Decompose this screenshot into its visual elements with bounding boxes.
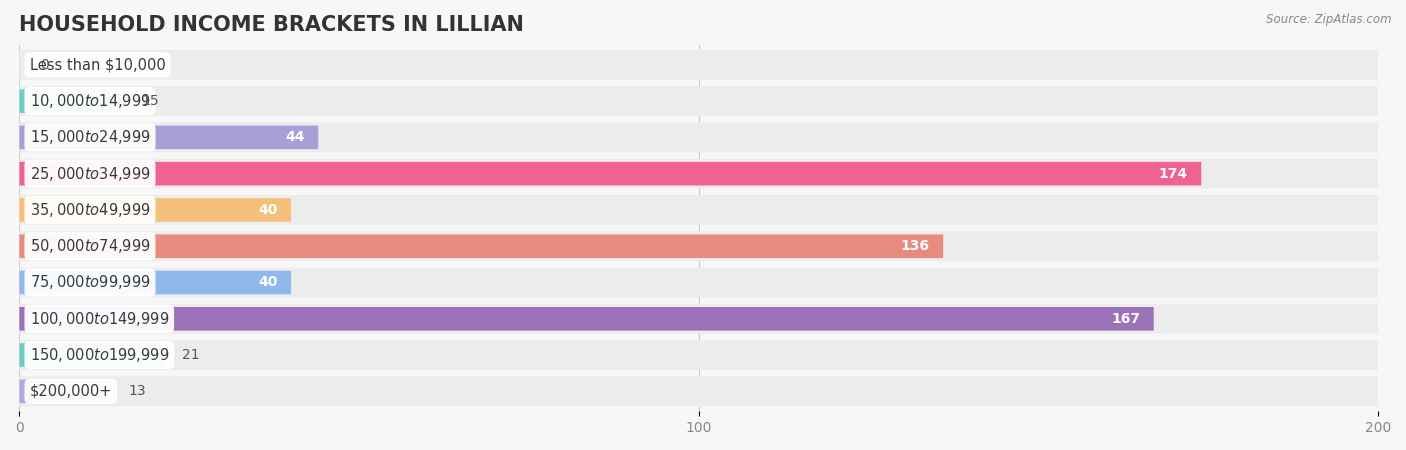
FancyBboxPatch shape [20,86,1378,116]
Text: 40: 40 [259,203,277,217]
FancyBboxPatch shape [20,162,1201,185]
Text: 167: 167 [1111,312,1140,326]
Text: 0: 0 [39,58,48,72]
FancyBboxPatch shape [20,379,108,403]
Text: $25,000 to $34,999: $25,000 to $34,999 [30,165,150,183]
FancyBboxPatch shape [20,268,1378,297]
Text: 21: 21 [183,348,200,362]
Text: $15,000 to $24,999: $15,000 to $24,999 [30,128,150,146]
FancyBboxPatch shape [20,231,1378,261]
Text: $75,000 to $99,999: $75,000 to $99,999 [30,274,150,292]
Text: Less than $10,000: Less than $10,000 [30,57,166,72]
FancyBboxPatch shape [20,234,943,258]
Text: 174: 174 [1159,166,1188,180]
Text: HOUSEHOLD INCOME BRACKETS IN LILLIAN: HOUSEHOLD INCOME BRACKETS IN LILLIAN [20,15,524,35]
FancyBboxPatch shape [20,122,1378,152]
FancyBboxPatch shape [20,307,1154,331]
FancyBboxPatch shape [20,195,1378,225]
Text: 15: 15 [142,94,159,108]
Text: $200,000+: $200,000+ [30,384,112,399]
Text: 13: 13 [128,384,146,398]
FancyBboxPatch shape [20,90,121,113]
Text: Source: ZipAtlas.com: Source: ZipAtlas.com [1267,14,1392,27]
FancyBboxPatch shape [20,271,291,294]
Text: $35,000 to $49,999: $35,000 to $49,999 [30,201,150,219]
FancyBboxPatch shape [20,304,1378,333]
Text: $100,000 to $149,999: $100,000 to $149,999 [30,310,169,328]
FancyBboxPatch shape [20,340,1378,370]
Text: $10,000 to $14,999: $10,000 to $14,999 [30,92,150,110]
FancyBboxPatch shape [20,377,1378,406]
Text: $150,000 to $199,999: $150,000 to $199,999 [30,346,169,364]
FancyBboxPatch shape [20,343,162,367]
Text: 136: 136 [901,239,929,253]
Text: 40: 40 [259,275,277,289]
FancyBboxPatch shape [20,126,318,149]
FancyBboxPatch shape [20,159,1378,189]
FancyBboxPatch shape [20,50,1378,80]
Text: $50,000 to $74,999: $50,000 to $74,999 [30,237,150,255]
Text: 44: 44 [285,130,305,144]
FancyBboxPatch shape [20,198,291,222]
